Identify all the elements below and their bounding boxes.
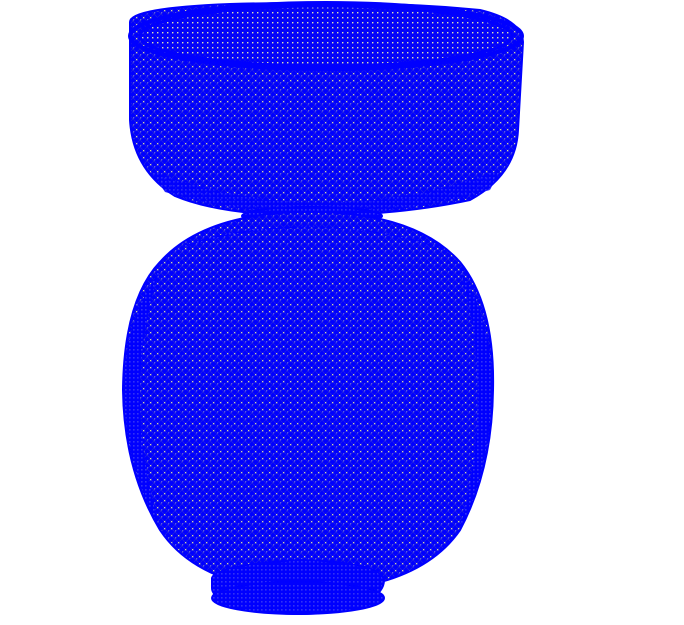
- body-right-shading: [460, 270, 493, 528]
- body-left-shading: [124, 270, 160, 528]
- base-part: [211, 558, 386, 615]
- body-top-shading: [175, 226, 445, 250]
- body-part: [121, 210, 495, 594]
- bowl-rim-edge: [128, 1, 524, 71]
- body-sphere: [121, 210, 495, 594]
- bowl-rim-inner: [138, 4, 514, 68]
- bowl-bottom-band: [150, 170, 500, 215]
- bowl-part: [128, 1, 525, 218]
- base-bottom-edge: [211, 581, 385, 615]
